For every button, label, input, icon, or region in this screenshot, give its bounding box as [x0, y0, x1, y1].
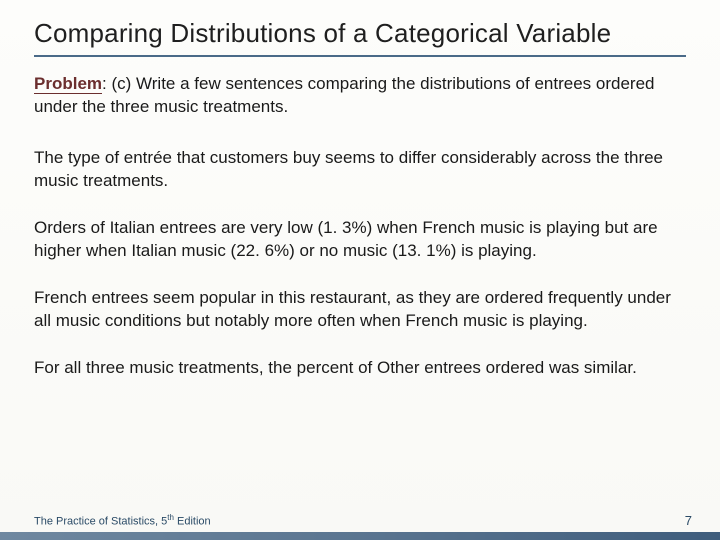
problem-text: : (c) Write a few sentences comparing th…: [34, 74, 654, 116]
footer-accent-bar: [0, 532, 720, 540]
paragraph-2: Orders of Italian entrees are very low (…: [34, 217, 686, 263]
page-number: 7: [685, 513, 692, 528]
footer-book-title: The Practice of Statistics, 5th Edition: [34, 513, 211, 528]
footer-edition-sup: th: [167, 513, 174, 522]
problem-label: Problem: [34, 74, 102, 94]
paragraph-3: French entrees seem popular in this rest…: [34, 287, 686, 333]
paragraph-4: For all three music treatments, the perc…: [34, 357, 686, 380]
slide-title: Comparing Distributions of a Categorical…: [34, 18, 686, 57]
footer: The Practice of Statistics, 5th Edition …: [0, 512, 720, 540]
paragraph-1: The type of entrée that customers buy se…: [34, 147, 686, 193]
footer-book: The Practice of Statistics, 5: [34, 516, 167, 528]
footer-edition-tail: Edition: [174, 516, 211, 528]
slide: Comparing Distributions of a Categorical…: [0, 0, 720, 540]
problem-statement: Problem: (c) Write a few sentences compa…: [34, 73, 686, 119]
